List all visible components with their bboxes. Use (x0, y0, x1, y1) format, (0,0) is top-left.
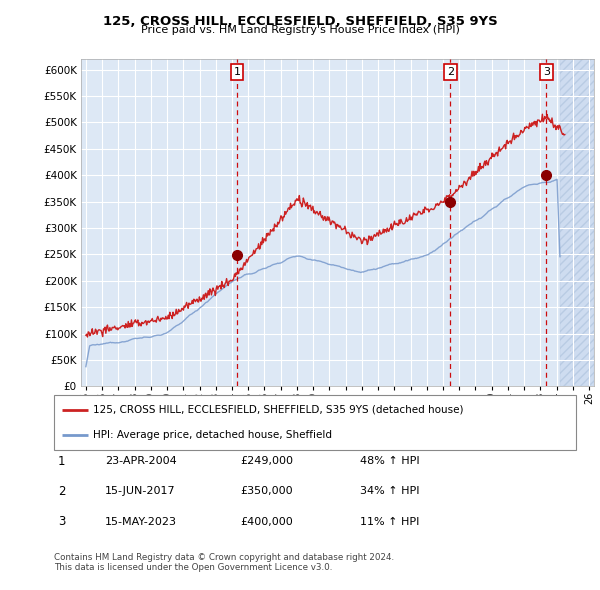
Text: 1: 1 (233, 67, 241, 77)
FancyBboxPatch shape (54, 395, 576, 450)
Text: 34% ↑ HPI: 34% ↑ HPI (360, 487, 419, 496)
Bar (560, 59, 594, 386)
Text: 1: 1 (58, 455, 65, 468)
Text: 2: 2 (58, 485, 65, 498)
Text: £400,000: £400,000 (240, 517, 293, 526)
Text: This data is licensed under the Open Government Licence v3.0.: This data is licensed under the Open Gov… (54, 563, 332, 572)
Text: 48% ↑ HPI: 48% ↑ HPI (360, 457, 419, 466)
Text: 11% ↑ HPI: 11% ↑ HPI (360, 517, 419, 526)
Text: 23-APR-2004: 23-APR-2004 (105, 457, 177, 466)
Text: 125, CROSS HILL, ECCLESFIELD, SHEFFIELD, S35 9YS (detached house): 125, CROSS HILL, ECCLESFIELD, SHEFFIELD,… (93, 405, 464, 415)
Text: 15-MAY-2023: 15-MAY-2023 (105, 517, 177, 526)
Text: Contains HM Land Registry data © Crown copyright and database right 2024.: Contains HM Land Registry data © Crown c… (54, 553, 394, 562)
Text: £249,000: £249,000 (240, 457, 293, 466)
Text: 125, CROSS HILL, ECCLESFIELD, SHEFFIELD, S35 9YS: 125, CROSS HILL, ECCLESFIELD, SHEFFIELD,… (103, 15, 497, 28)
Text: £350,000: £350,000 (240, 487, 293, 496)
Text: 3: 3 (543, 67, 550, 77)
Text: HPI: Average price, detached house, Sheffield: HPI: Average price, detached house, Shef… (93, 430, 332, 440)
Text: 2: 2 (447, 67, 454, 77)
Text: Price paid vs. HM Land Registry's House Price Index (HPI): Price paid vs. HM Land Registry's House … (140, 25, 460, 35)
Text: 15-JUN-2017: 15-JUN-2017 (105, 487, 176, 496)
Text: 3: 3 (58, 515, 65, 528)
